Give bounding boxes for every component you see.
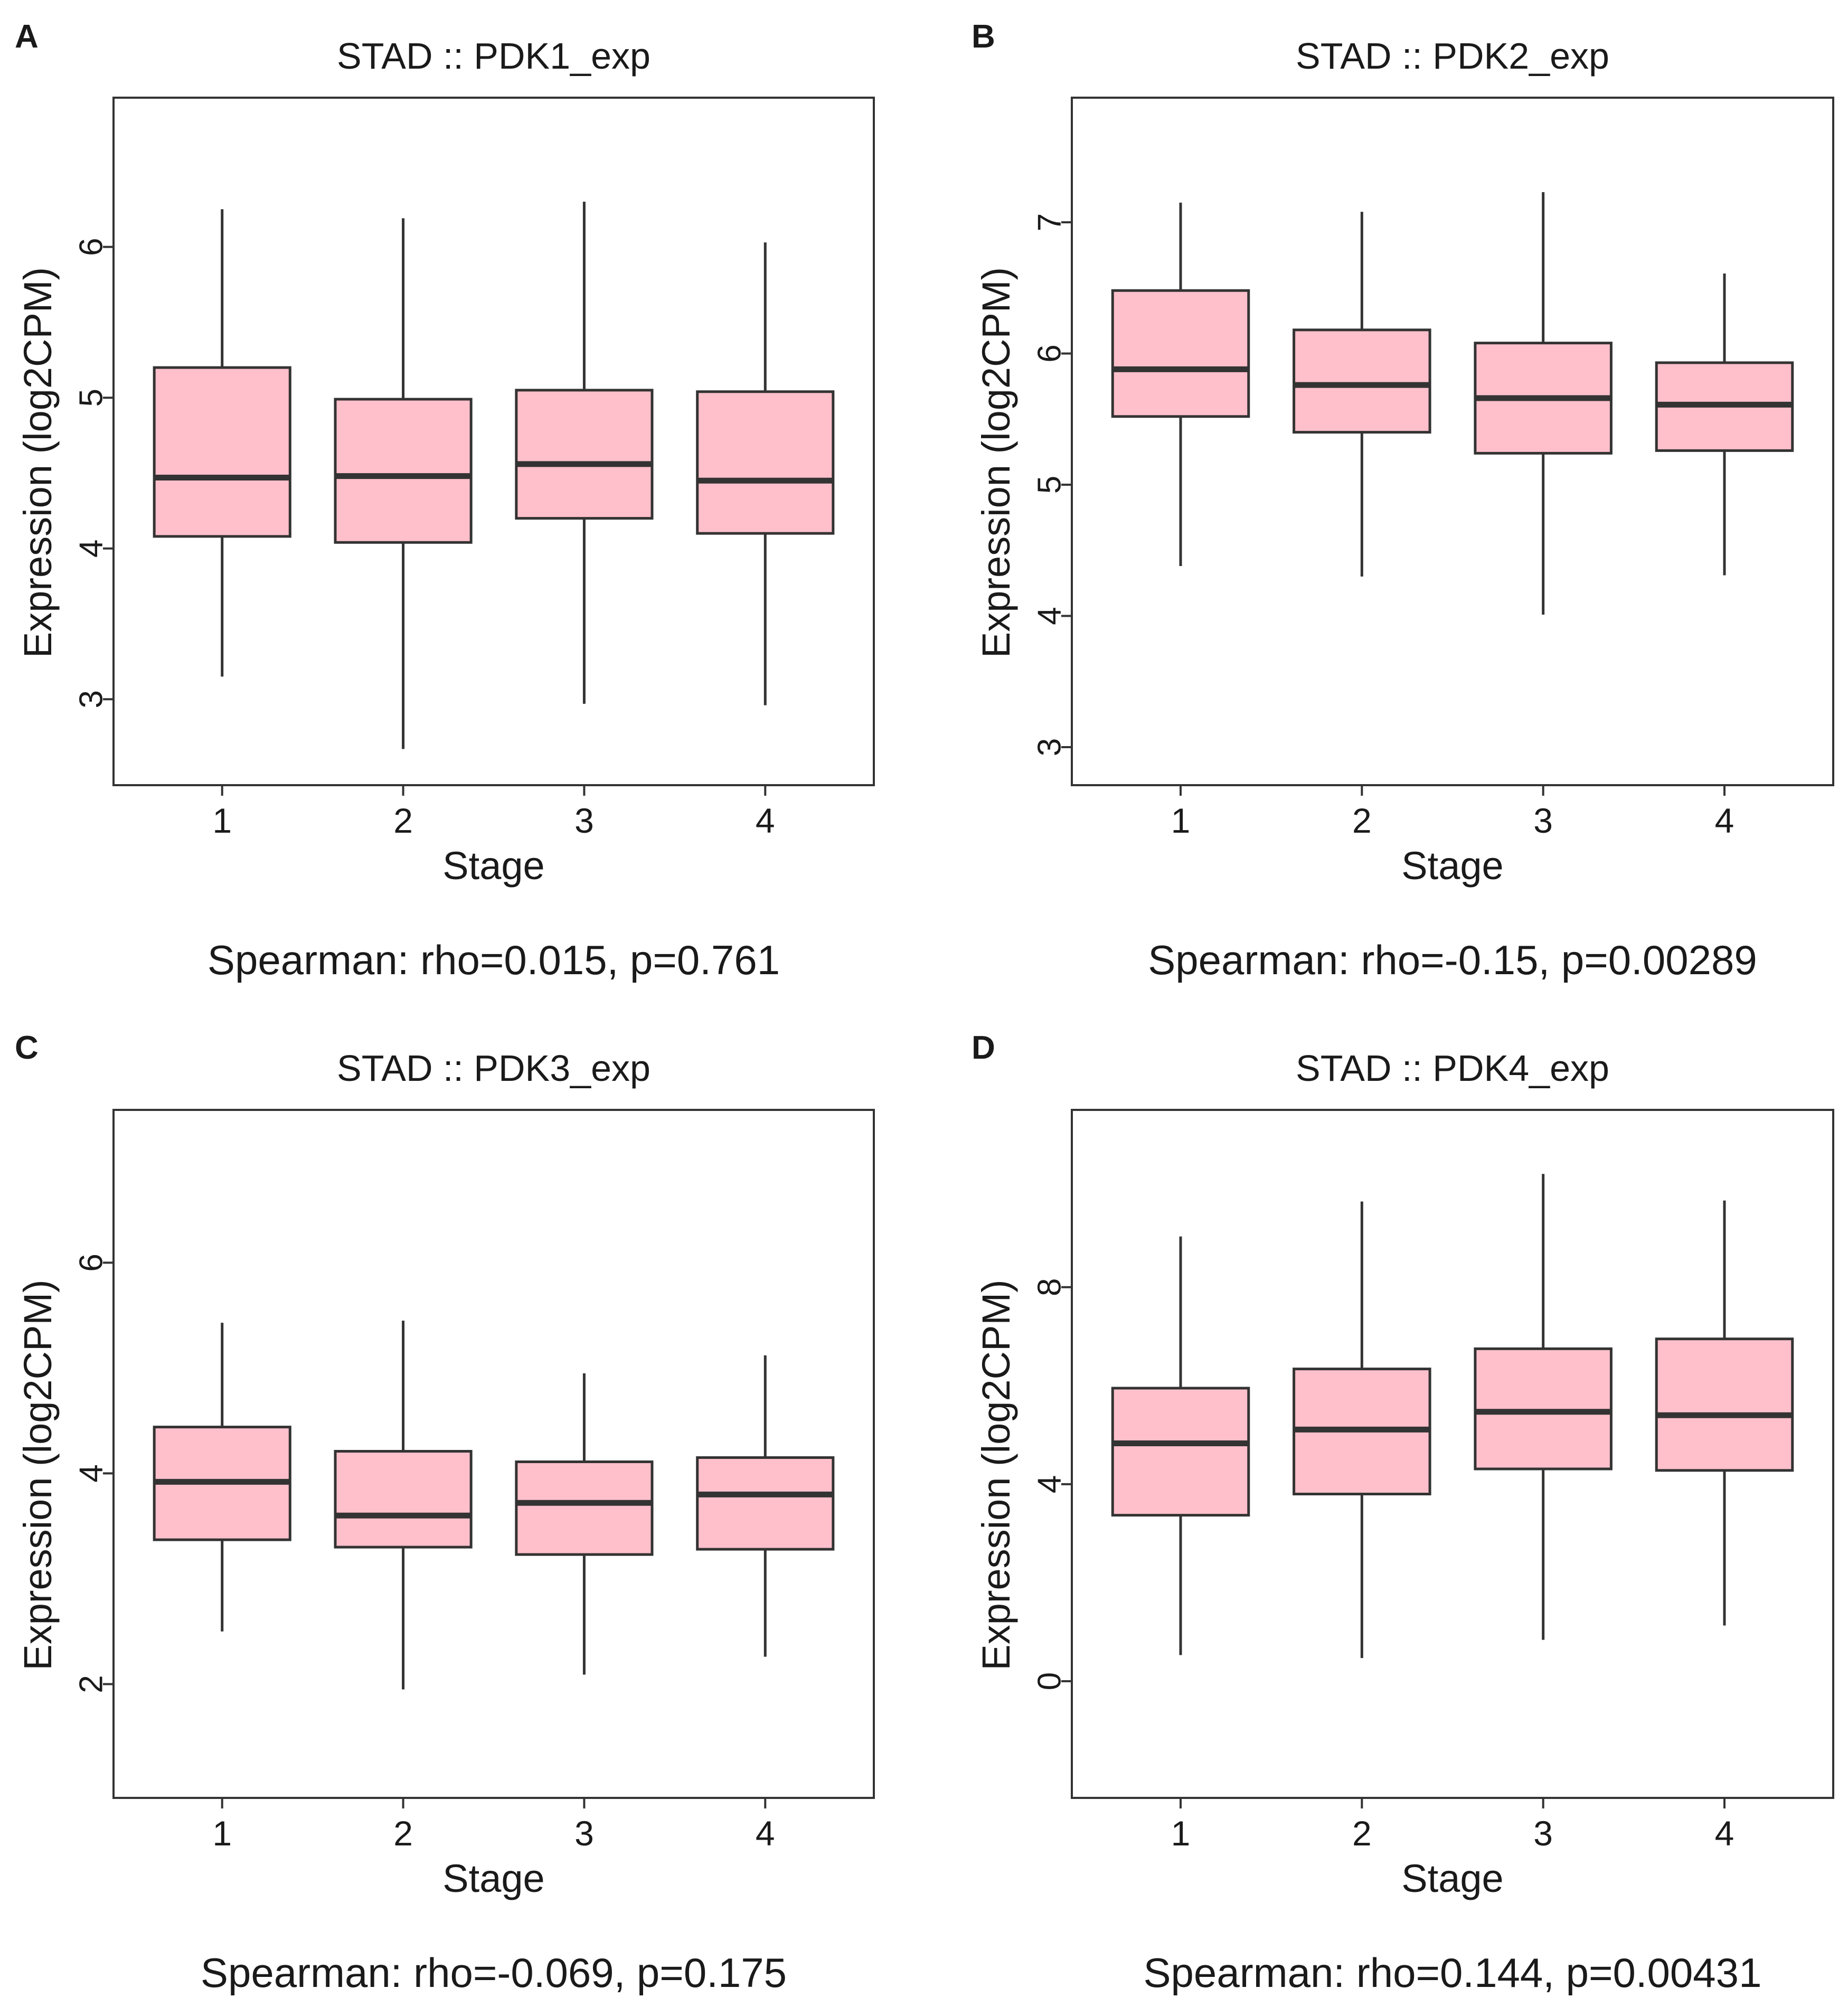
y-tick-label: 7 [1032,213,1068,231]
x-tick-label: 4 [756,801,775,840]
box-stage-1 [153,209,291,677]
plot-frame [1071,97,1834,786]
x-tick-label: 1 [1171,801,1191,840]
y-tick-label: 6 [73,238,110,256]
plot-frame [112,1109,875,1799]
y-axis-title: Expression (log2CPM) [16,1279,60,1670]
spearman-annotation: Spearman: rho=-0.069, p=0.175 [201,1949,787,1996]
box-stage-3 [1474,1174,1613,1640]
x-tick-label: 3 [1533,1814,1553,1853]
y-tick-label: 5 [1032,476,1068,494]
y-tick-label: 3 [73,690,110,708]
y-tick-label: 4 [73,539,110,557]
x-tick-label: 4 [756,1814,775,1853]
box-stage-1 [153,1323,291,1632]
box-iqr [1111,1387,1250,1517]
y-tick-label: 4 [1032,607,1068,625]
x-tick-label: 3 [574,801,594,840]
box-iqr [1293,328,1431,434]
x-tick-label: 1 [212,801,232,840]
x-tick-label: 1 [1171,1814,1191,1853]
y-tick-label: 0 [1032,1672,1068,1690]
x-tick-label: 1 [212,1814,232,1853]
box-iqr [334,1450,473,1549]
plot-frame [1071,1109,1834,1799]
x-tick-label: 2 [1352,1814,1372,1853]
box-stage-4 [1655,1200,1794,1626]
box-iqr [1655,1337,1794,1472]
box-stage-2 [334,218,473,749]
box-stage-3 [515,1373,654,1675]
box-iqr [1111,289,1250,418]
y-tick-label: 6 [73,1254,110,1271]
y-axis-title: Expression (log2CPM) [16,267,60,658]
box-stage-3 [1474,192,1613,615]
x-axis-title: Stage [1401,844,1503,888]
x-axis-title: Stage [442,844,544,888]
y-tick-label: 8 [1032,1278,1068,1296]
box-stage-1 [1111,202,1250,567]
spearman-annotation: Spearman: rho=-0.15, p=0.00289 [1148,937,1757,983]
chart-title: STAD :: PDK3_exp [337,1048,650,1089]
box-iqr [334,398,473,544]
box-stage-2 [334,1321,473,1690]
x-tick-label: 4 [1715,801,1734,840]
box-stage-3 [515,202,654,704]
box-iqr [515,389,654,520]
y-tick-label: 6 [1032,344,1068,362]
y-tick-label: 2 [73,1675,110,1693]
x-tick-label: 2 [393,801,413,840]
box-stage-2 [1293,212,1431,577]
panel-letter: B [972,18,995,55]
box-stage-2 [1293,1201,1431,1659]
panel-letter: A [15,18,39,55]
box-stage-4 [696,242,835,705]
y-tick-label: 5 [73,389,110,407]
panel-letter: C [15,1030,39,1066]
chart-title: STAD :: PDK2_exp [1296,35,1609,77]
x-axis-title: Stage [1401,1857,1503,1900]
box-iqr [153,366,291,538]
y-tick-label: 4 [1032,1475,1068,1493]
y-tick-label: 4 [73,1464,110,1482]
x-tick-label: 2 [1352,801,1372,840]
box-iqr [1474,1347,1613,1471]
plot-frame [112,97,875,786]
box-iqr [515,1460,654,1556]
chart-title: STAD :: PDK4_exp [1296,1048,1609,1089]
box-iqr [696,390,835,535]
x-tick-label: 2 [393,1814,413,1853]
box-stage-4 [1655,273,1794,576]
x-tick-label: 3 [1533,801,1553,840]
x-axis-title: Stage [442,1857,544,1900]
box-iqr [696,1456,835,1551]
box-stage-1 [1111,1236,1250,1655]
box-stage-4 [696,1355,835,1657]
y-tick-label: 3 [1032,738,1068,756]
spearman-annotation: Spearman: rho=0.144, p=0.00431 [1144,1949,1762,1996]
y-axis-title: Expression (log2CPM) [974,267,1018,658]
y-axis-title: Expression (log2CPM) [974,1279,1018,1670]
chart-title: STAD :: PDK1_exp [337,35,650,77]
spearman-annotation: Spearman: rho=0.015, p=0.761 [208,937,780,983]
panel-letter: D [972,1030,995,1066]
x-tick-label: 4 [1715,1814,1734,1853]
x-tick-label: 3 [574,1814,594,1853]
